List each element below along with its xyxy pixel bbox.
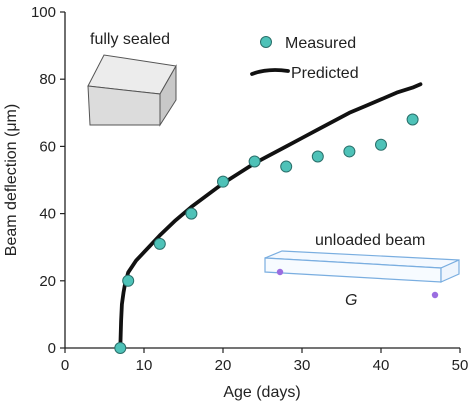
measured-point xyxy=(375,138,387,151)
beam-support-left xyxy=(276,268,284,276)
axis-tick-labels: 0 10 20 30 40 50 0 20 40 60 80 100 xyxy=(31,4,468,374)
legend-line-predicted xyxy=(250,68,290,76)
measured-point xyxy=(217,175,229,188)
beam-support-right xyxy=(431,291,439,299)
measured-point xyxy=(406,113,419,126)
axis-ticks xyxy=(60,11,461,353)
measured-point xyxy=(311,150,324,163)
measured-point xyxy=(248,155,261,168)
series-points-measured xyxy=(114,113,419,354)
legend-marker-measured xyxy=(260,36,272,48)
beam-end-face xyxy=(440,259,460,283)
measured-point xyxy=(114,342,127,354)
measured-point xyxy=(122,274,135,287)
x-axis-title: Age (days) xyxy=(223,384,300,401)
x-tick-label: 40 xyxy=(373,357,390,374)
measured-point xyxy=(343,145,356,158)
x-tick-label: 50 xyxy=(452,357,469,374)
measured-point xyxy=(153,237,166,250)
measured-point xyxy=(280,160,293,173)
cube-side-face xyxy=(159,64,177,127)
y-tick-label: 20 xyxy=(39,273,56,290)
y-axis-title: Beam deflection (μm) xyxy=(3,104,20,256)
legend-label-predicted: Predicted xyxy=(291,65,359,82)
y-tick-label: 100 xyxy=(31,4,56,21)
x-tick-label: 20 xyxy=(215,357,232,374)
y-tick-label: 0 xyxy=(48,340,56,357)
annotation-g: G xyxy=(345,292,357,309)
y-tick-label: 80 xyxy=(39,71,56,88)
x-tick-label: 0 xyxy=(61,357,69,374)
y-tick-label: 60 xyxy=(39,138,56,155)
legend: Measured Predicted xyxy=(250,35,359,82)
x-tick-label: 30 xyxy=(294,357,311,374)
beam-illustration xyxy=(264,250,460,299)
y-tick-label: 40 xyxy=(39,206,56,223)
sealed-cube-illustration xyxy=(87,54,177,127)
annotation-unloaded-beam: unloaded beam xyxy=(315,232,425,249)
measured-point xyxy=(185,207,198,220)
legend-label-measured: Measured xyxy=(285,35,356,52)
x-tick-label: 10 xyxy=(136,357,153,374)
annotation-fully-sealed: fully sealed xyxy=(90,31,170,48)
series-line-predicted xyxy=(118,82,423,350)
